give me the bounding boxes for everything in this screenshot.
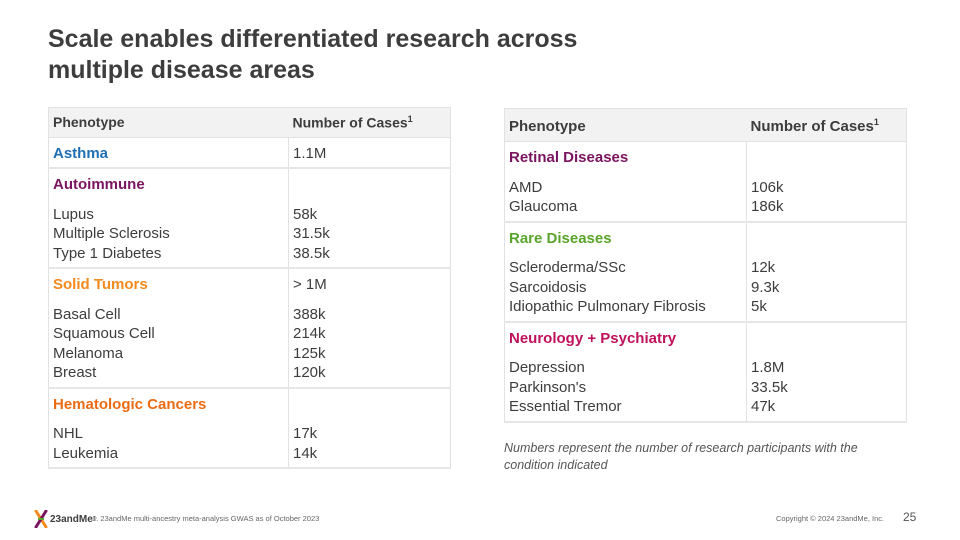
phenotype-name: AMD — [509, 178, 543, 196]
category-value — [293, 395, 446, 415]
category-label: Autoimmune — [53, 176, 145, 194]
case-count: 12k — [751, 259, 776, 276]
phenotype-name: Melanoma — [53, 344, 124, 362]
case-count: 47k — [751, 398, 776, 415]
phenotype-name: Breast — [53, 364, 97, 382]
category-label: Rare Diseases — [509, 229, 612, 247]
page-number: 25 — [903, 510, 917, 524]
footnote-marker: 1 — [407, 114, 413, 124]
phenotype-name: Glaucoma — [509, 198, 578, 215]
right-header-phenotype: Phenotype — [504, 108, 747, 142]
case-count: 14k — [293, 444, 318, 462]
phenotype-name: Essential Tremor — [509, 398, 622, 415]
phenotype-name: Sarcoidosis — [509, 278, 587, 296]
copyright: Copyright © 2024 23andMe, Inc. — [776, 514, 885, 523]
table-row: Solid Tumors Basal Cell Squamous Cell Me… — [48, 268, 451, 389]
case-count: 58k — [293, 205, 318, 223]
right-header-cases: Number of Cases1 — [746, 108, 907, 142]
case-count: 9.3k — [751, 278, 780, 296]
table-row: Asthma 1.1M — [48, 137, 451, 170]
category-label: Neurology + Psychiatry — [509, 329, 677, 347]
case-count: 5k — [751, 298, 767, 315]
table-row: Neurology + Psychiatry Depression Parkin… — [504, 321, 907, 423]
left-phenotype-table: Phenotype Number of Cases1 Asthma 1.1M A… — [48, 107, 451, 470]
phenotype-name: Depression — [509, 359, 585, 376]
case-count: 125k — [293, 344, 326, 362]
double-helix-icon — [34, 509, 48, 529]
phenotype-name: Basal Cell — [53, 305, 121, 323]
slide-title: Scale enables differentiated research ac… — [48, 24, 688, 86]
case-count: 17k — [293, 425, 318, 443]
case-count: 38.5k — [293, 244, 330, 262]
table-row: Rare Diseases Scleroderma/SSc Sarcoidosi… — [504, 221, 907, 323]
category-label: Hematologic Cancers — [53, 395, 207, 413]
case-count: 214k — [293, 325, 326, 343]
company-logo: 23andMe ® — [34, 509, 97, 529]
category-value — [293, 175, 446, 195]
case-count: 388k — [293, 305, 326, 323]
case-count: 120k — [293, 364, 326, 382]
registered-mark: ® — [92, 516, 97, 522]
left-header-phenotype: Phenotype — [48, 107, 289, 138]
phenotype-name: Squamous Cell — [53, 325, 155, 343]
title-line-2: multiple disease areas — [48, 56, 315, 84]
left-header-cases: Number of Cases1 — [288, 107, 451, 138]
case-count: 33.5k — [751, 378, 788, 396]
case-count: 1.8M — [751, 359, 785, 376]
phenotype-name: Type 1 Diabetes — [53, 244, 162, 262]
phenotype-name: Lupus — [53, 205, 94, 223]
category-label: Retinal Diseases — [509, 149, 629, 166]
phenotype-name: Multiple Sclerosis — [53, 225, 170, 243]
footnote-marker: 1 — [873, 117, 879, 127]
case-count: 106k — [751, 178, 784, 196]
phenotype-name: NHL — [53, 425, 84, 443]
phenotype-name: Scleroderma/SSc — [509, 259, 626, 276]
right-phenotype-table: Phenotype Number of Cases1 Retinal Disea… — [504, 108, 907, 423]
footnote-note: Numbers represent the number of research… — [504, 441, 858, 472]
phenotype-name: Leukemia — [53, 444, 119, 462]
source-footnote: 1. 23andMe multi-ancestry meta-analysis … — [92, 514, 320, 523]
category-value: > 1M — [293, 276, 327, 294]
slide-footer: 23andMe ® 1. 23andMe multi-ancestry meta… — [0, 508, 960, 532]
phenotype-name: Parkinson's — [509, 378, 587, 396]
category-label: Solid Tumors — [53, 276, 148, 294]
table-row: Retinal Diseases AMD Glaucoma 106k 186k — [504, 141, 907, 223]
logo-text: 23andMe — [50, 513, 93, 525]
case-count: 186k — [751, 198, 784, 215]
phenotype-name: Idiopathic Pulmonary Fibrosis — [509, 298, 706, 315]
table-row: Hematologic Cancers NHL Leukemia 17k 14k — [48, 387, 451, 470]
case-count: 31.5k — [293, 225, 330, 243]
category-label: Asthma — [53, 144, 109, 162]
category-value: 1.1M — [293, 144, 327, 162]
title-line-1: Scale enables differentiated research ac… — [48, 25, 578, 53]
table-row: Autoimmune Lupus Multiple Sclerosis Type… — [48, 168, 451, 270]
